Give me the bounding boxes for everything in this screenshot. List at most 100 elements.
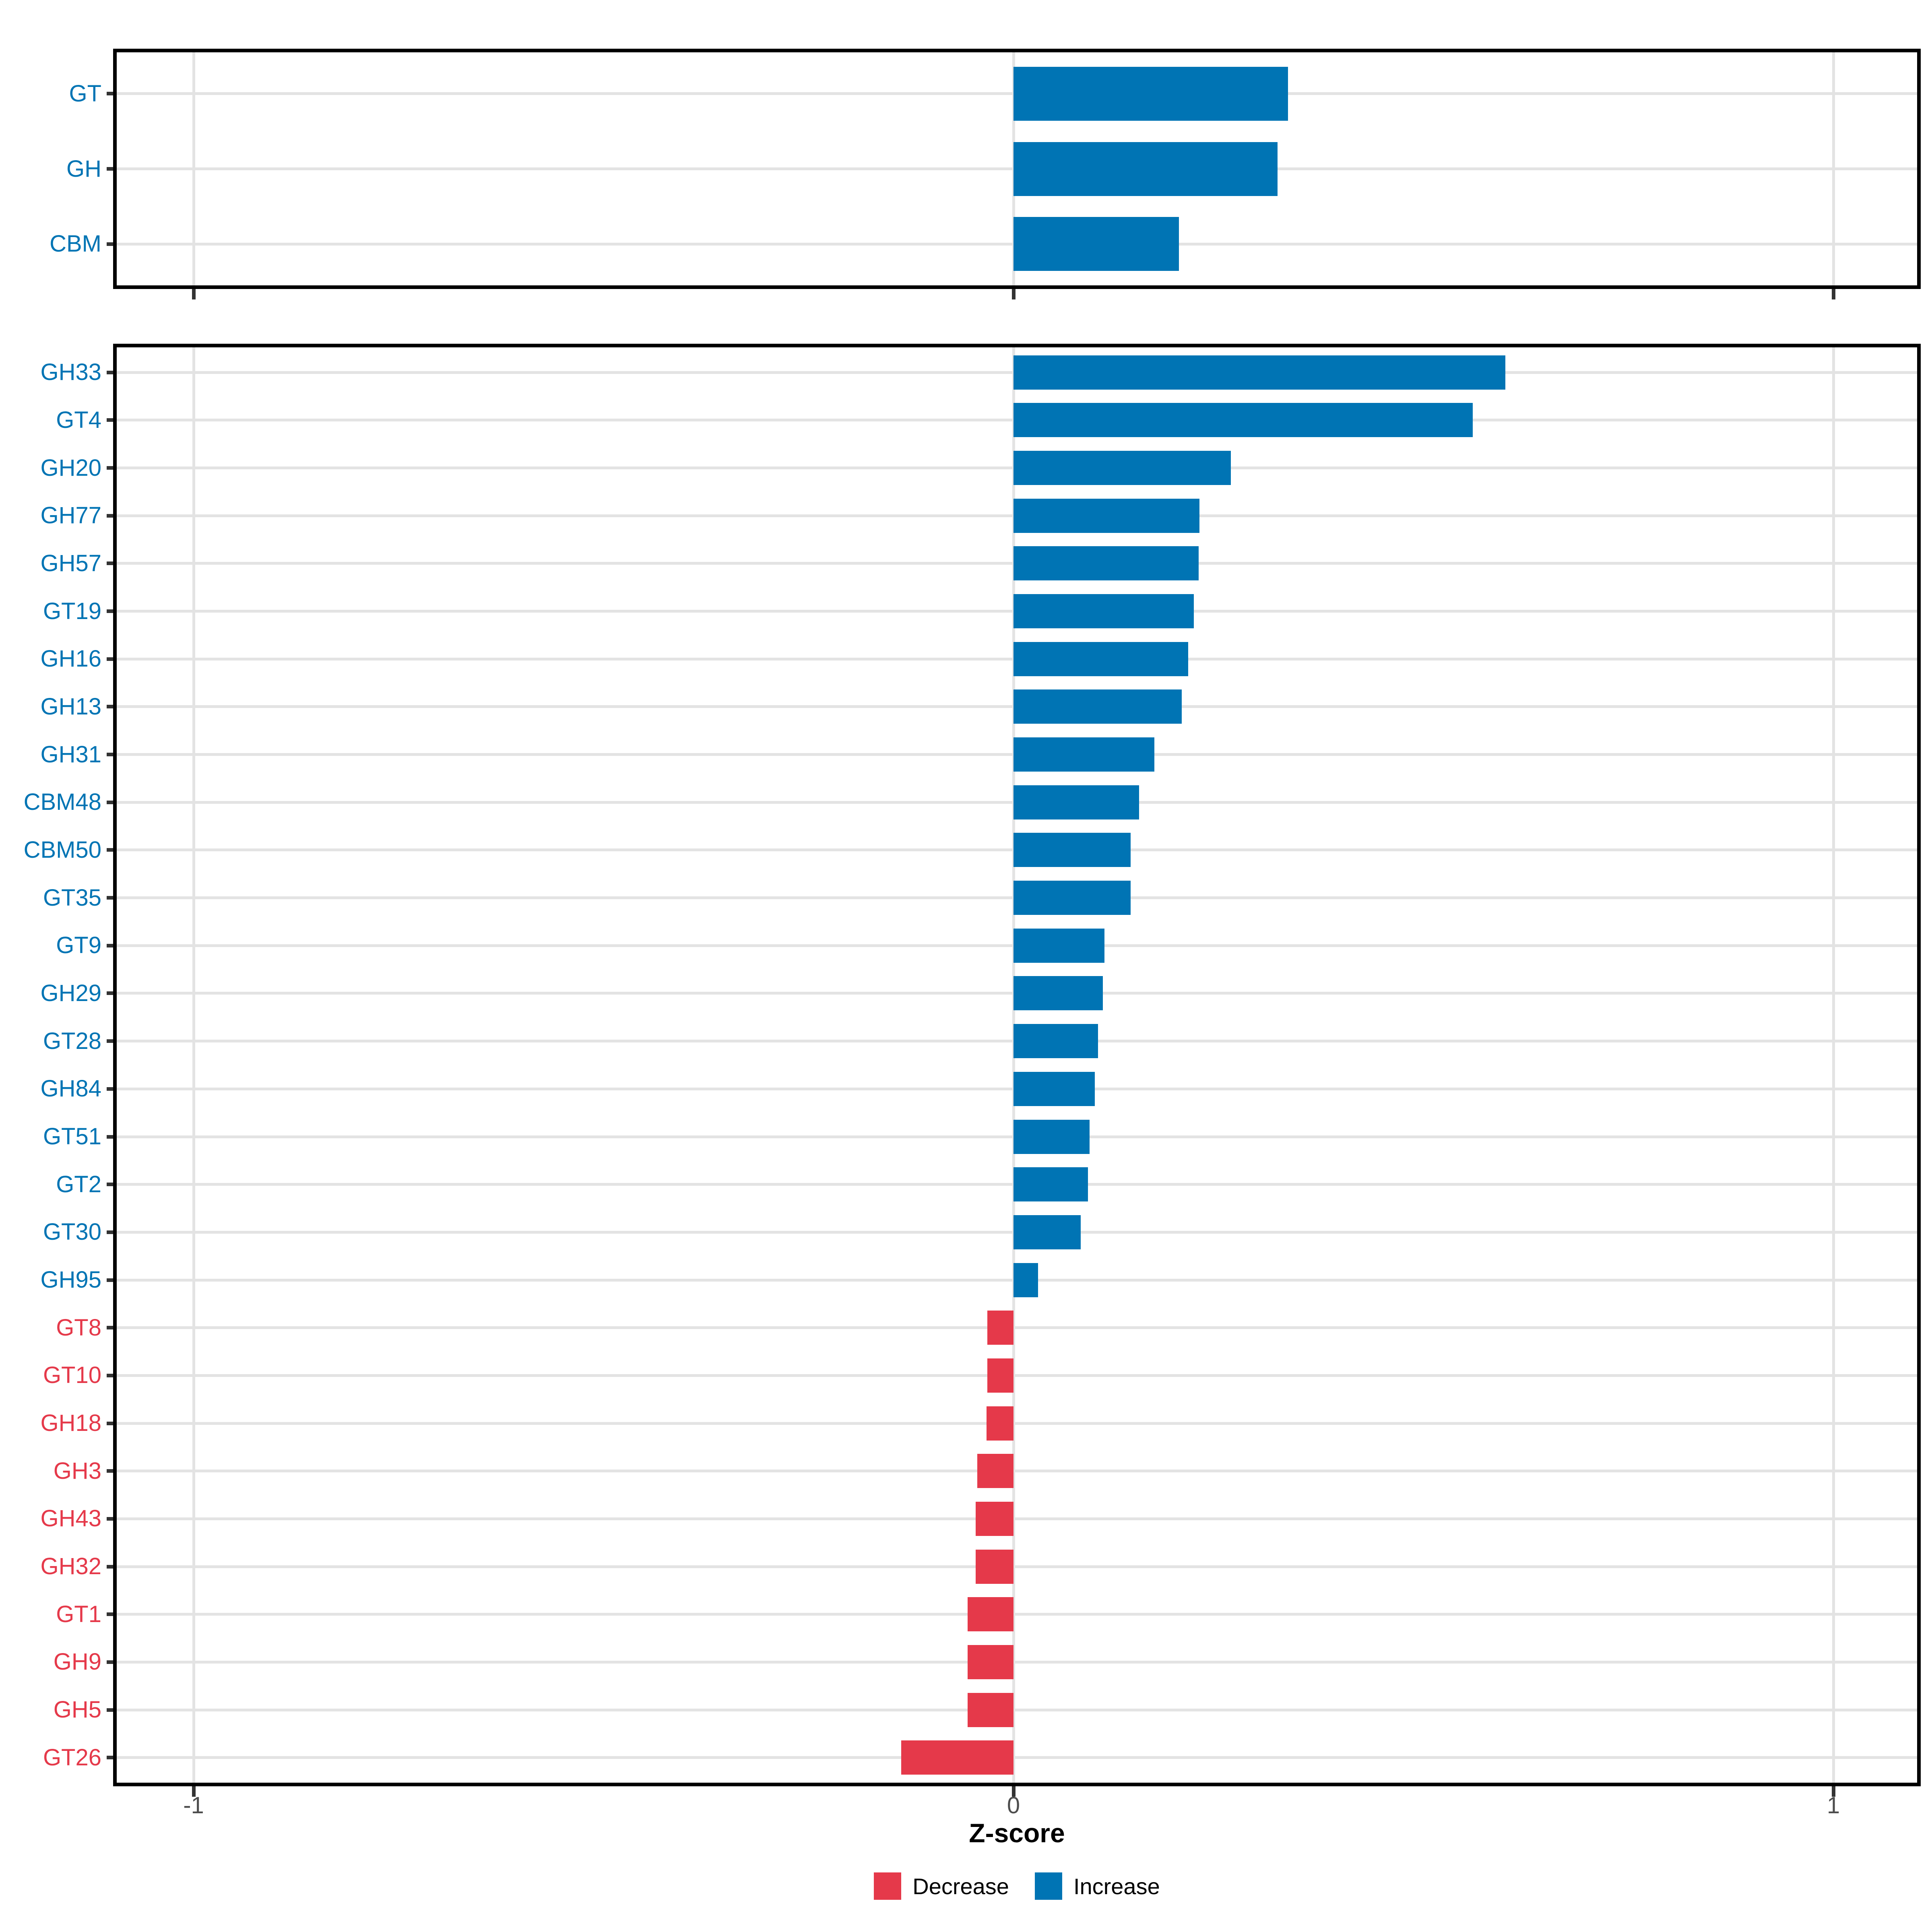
x-tick--1 [192,289,196,299]
bar-GT4 [1013,403,1473,438]
x-tick-label--1: -1 [183,1792,204,1818]
y-tick-GH16 [107,657,113,661]
decrease-color-swatch [874,1872,902,1900]
category-label-CBM48: CBM48 [23,789,101,815]
bar-GH [1013,142,1278,196]
y-tick-CBM [107,242,113,246]
row-gridline-GH5 [117,1708,1917,1711]
legend-item-increase: Increase [1034,1872,1160,1900]
y-tick-GH18 [107,1421,113,1425]
y-tick-GT19 [107,609,113,613]
bar-GT35 [1013,881,1131,915]
bar-GH29 [1013,976,1103,1011]
bar-GH5 [967,1693,1013,1727]
y-tick-GT51 [107,1135,113,1139]
bar-GT51 [1013,1119,1090,1154]
row-gridline-GH43 [117,1517,1917,1520]
x-axis-title: Z-score [969,1818,1065,1848]
bar-GH43 [976,1501,1013,1536]
category-label-GT35: GT35 [43,884,101,911]
bar-CBM [1013,217,1179,271]
y-tick-GH20 [107,466,113,470]
y-tick-GT26 [107,1756,113,1760]
category-label-GH3: GH3 [53,1457,101,1484]
category-label-GH20: GH20 [40,454,101,481]
bar-GT2 [1013,1167,1088,1202]
y-tick-GH57 [107,561,113,566]
row-gridline-GT1 [117,1613,1917,1616]
row-gridline-GT8 [117,1326,1917,1329]
bar-GT30 [1013,1215,1081,1249]
bar-GH20 [1013,451,1231,485]
bar-CBM48 [1013,785,1139,819]
bar-GT [1013,66,1288,121]
category-label-GT1: GT1 [56,1601,101,1627]
y-tick-GH5 [107,1708,113,1712]
x-tick-1 [1831,289,1835,299]
y-tick-GT35 [107,896,113,900]
bar-GT8 [987,1311,1013,1345]
summary-panel [113,49,1921,289]
legend-label-increase: Increase [1073,1873,1160,1899]
bar-GH95 [1013,1263,1038,1297]
y-tick-GT30 [107,1230,113,1234]
category-label-GT26: GT26 [43,1744,101,1771]
bar-GH77 [1013,498,1200,533]
category-label-GT30: GT30 [43,1219,101,1245]
category-label-GH43: GH43 [40,1505,101,1532]
y-tick-GH29 [107,991,113,995]
row-gridline-GH3 [117,1470,1917,1473]
legend-label-decrease: Decrease [912,1873,1009,1899]
category-label-CBM: CBM [50,231,101,257]
bar-GH16 [1013,642,1188,676]
category-label-GT19: GT19 [43,598,101,624]
families-panel [113,344,1921,1786]
bar-GT26 [901,1740,1013,1775]
category-label-GT4: GT4 [56,407,101,433]
y-tick-GT28 [107,1039,113,1043]
row-gridline-GT26 [117,1756,1917,1759]
y-tick-GT10 [107,1373,113,1377]
category-label-GH5: GH5 [53,1697,101,1723]
category-label-GT10: GT10 [43,1362,101,1389]
bar-GH57 [1013,546,1199,581]
y-tick-GH95 [107,1278,113,1282]
category-label-GH77: GH77 [40,502,101,529]
y-tick-CBM48 [107,800,113,804]
category-label-GT51: GT51 [43,1123,101,1150]
category-label-GH57: GH57 [40,550,101,576]
y-tick-GH [107,167,113,171]
x-tick-0 [1011,289,1016,299]
category-label-GH13: GH13 [40,693,101,720]
bar-GT10 [987,1358,1013,1393]
x-gridline-1 [1832,347,1835,1783]
category-label-GH9: GH9 [53,1649,101,1675]
y-tick-GH3 [107,1469,113,1473]
y-tick-GH84 [107,1087,113,1091]
bar-GH9 [967,1645,1013,1679]
category-label-GT8: GT8 [56,1314,101,1341]
y-tick-GH43 [107,1517,113,1521]
bar-GH31 [1013,737,1155,772]
bar-GT28 [1013,1024,1098,1059]
category-label-GH33: GH33 [40,359,101,386]
y-tick-GT4 [107,418,113,422]
y-tick-GH77 [107,514,113,518]
category-label-GT28: GT28 [43,1028,101,1054]
category-label-GH32: GH32 [40,1553,101,1580]
y-tick-GT9 [107,943,113,947]
x-tick-label-0: 0 [1007,1792,1020,1818]
bar-GH3 [977,1454,1013,1488]
bar-GH84 [1013,1071,1095,1106]
x-tick--1 [192,1786,196,1797]
category-label-GH95: GH95 [40,1267,101,1293]
x-tick-1 [1831,1786,1835,1797]
y-tick-GT2 [107,1183,113,1187]
bar-GH32 [976,1549,1013,1584]
category-label-GT9: GT9 [56,932,101,959]
category-label-GT2: GT2 [56,1171,101,1197]
row-gridline-GH32 [117,1565,1917,1568]
row-gridline-GT10 [117,1374,1917,1377]
y-tick-GH33 [107,370,113,374]
y-tick-GT [107,92,113,96]
